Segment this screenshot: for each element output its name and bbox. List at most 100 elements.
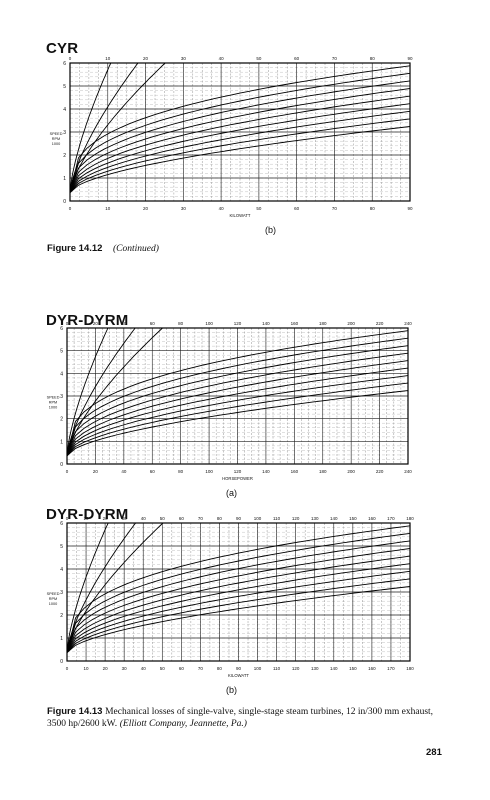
bottom-tick-label: 80: [217, 666, 223, 671]
performance-curve: [69, 62, 139, 193]
top-tick-label: 40: [141, 516, 147, 521]
performance-curve: [66, 548, 411, 653]
left-tick-label: 3: [60, 394, 63, 400]
performance-curve: [66, 522, 109, 653]
bottom-tick-label: 10: [105, 206, 111, 211]
left-tick-label: 6: [60, 326, 63, 332]
bottom-tick-label: 50: [160, 666, 166, 671]
performance-curve: [69, 62, 166, 193]
bottom-tick-label: 100: [254, 666, 262, 671]
chart-sub-label: (a): [226, 488, 237, 498]
top-tick-label: 90: [407, 56, 413, 61]
bottom-tick-label: 90: [236, 666, 242, 671]
left-tick-label: 4: [63, 107, 66, 113]
left-tick-label: 0: [60, 462, 63, 468]
chart-dyr-dyrm-a: DYR-DYRM 0 20 40 60 80 100 120 140 160 180 200 220 2…: [46, 312, 413, 498]
top-tick-label: 160: [368, 516, 376, 521]
performance-curve: [66, 522, 136, 653]
figure-number: Figure 14.13: [47, 706, 103, 717]
performance-curve: [66, 522, 164, 653]
left-tick-label: 1: [60, 439, 63, 445]
performance-curve: [66, 532, 411, 653]
performance-curve: [66, 563, 411, 653]
top-tick-label: 120: [234, 321, 242, 326]
bottom-tick-label: 40: [219, 206, 225, 211]
bottom-tick-label: 70: [332, 206, 338, 211]
bottom-tick-label: 60: [150, 469, 156, 474]
performance-curve: [66, 345, 409, 456]
performance-curve: [69, 126, 411, 194]
y-axis-label: 1000: [52, 142, 60, 146]
bottom-tick-label: 10: [84, 666, 90, 671]
top-tick-label: 160: [291, 321, 299, 326]
top-tick-label: 60: [294, 56, 300, 61]
performance-curve: [69, 95, 411, 193]
bottom-tick-label: 170: [387, 666, 395, 671]
bottom-tick-label: 80: [178, 469, 184, 474]
plot-frame: [66, 522, 411, 662]
top-tick-label: 90: [236, 516, 242, 521]
top-tick-label: 120: [292, 516, 300, 521]
performance-curve: [66, 327, 109, 456]
left-tick-label: 3: [60, 590, 63, 596]
bottom-tick-label: 100: [205, 469, 213, 474]
top-tick-label: 10: [84, 516, 90, 521]
bottom-tick-label: 50: [256, 206, 262, 211]
top-tick-label: 0: [69, 56, 72, 61]
chart-plot: 0 10 20 30 40 50 60 70 80 90 0 10 20 30 40 50 60 70 80 90 0 1…: [50, 56, 413, 218]
top-tick-label: 220: [376, 321, 384, 326]
plot-frame: [69, 62, 411, 202]
performance-curve: [69, 72, 411, 193]
left-tick-label: 0: [60, 659, 63, 665]
performance-curve: [66, 570, 411, 653]
y-axis-label: 1000: [49, 406, 57, 410]
bottom-tick-label: 30: [122, 666, 128, 671]
bottom-tick-label: 140: [262, 469, 270, 474]
performance-curve: [69, 65, 411, 193]
x-axis-label: HORSEPOWER: [222, 476, 253, 481]
bottom-tick-label: 120: [234, 469, 242, 474]
figure-caption-text: (Continued): [113, 244, 159, 254]
chart-title: DYR-DYRM: [46, 312, 129, 329]
top-tick-label: 0: [66, 321, 69, 326]
bottom-tick-label: 140: [330, 666, 338, 671]
top-tick-label: 170: [387, 516, 395, 521]
performance-curve: [66, 555, 411, 653]
top-tick-label: 130: [311, 516, 319, 521]
left-tick-label: 5: [63, 84, 66, 90]
y-axis-label: 1000: [49, 602, 57, 606]
page-number: 281: [426, 747, 442, 758]
top-tick-label: 20: [103, 516, 109, 521]
x-axis-label: KILOWATT: [228, 673, 249, 678]
top-tick-label: 20: [143, 56, 149, 61]
performance-curve: [66, 586, 411, 654]
figure-number: Figure 14.12: [47, 243, 103, 254]
top-tick-label: 100: [205, 321, 213, 326]
y-axis-label: RPM: [49, 597, 57, 601]
bottom-tick-label: 60: [179, 666, 185, 671]
performance-curve: [69, 88, 411, 193]
bottom-tick-label: 80: [370, 206, 376, 211]
top-tick-label: 30: [181, 56, 187, 61]
bottom-tick-label: 20: [93, 469, 99, 474]
performance-curve: [69, 103, 411, 193]
performance-curve: [66, 540, 411, 653]
bottom-tick-label: 150: [349, 666, 357, 671]
bottom-tick-label: 20: [103, 666, 109, 671]
top-tick-label: 100: [254, 516, 262, 521]
bottom-tick-label: 0: [66, 666, 69, 671]
x-axis-label: KILOWATT: [230, 213, 251, 218]
left-tick-label: 2: [60, 417, 63, 423]
figure-caption-text: Mechanical losses of single-valve, singl…: [47, 707, 434, 729]
bottom-tick-label: 180: [319, 469, 327, 474]
left-tick-label: 2: [63, 153, 66, 159]
bottom-tick-label: 160: [368, 666, 376, 671]
bottom-tick-label: 130: [311, 666, 319, 671]
y-axis-label: RPM: [49, 401, 57, 405]
top-tick-label: 240: [404, 321, 412, 326]
left-tick-label: 4: [60, 371, 63, 377]
left-tick-label: 3: [63, 130, 66, 136]
plot-frame: [66, 327, 409, 465]
performance-curve: [66, 367, 409, 457]
